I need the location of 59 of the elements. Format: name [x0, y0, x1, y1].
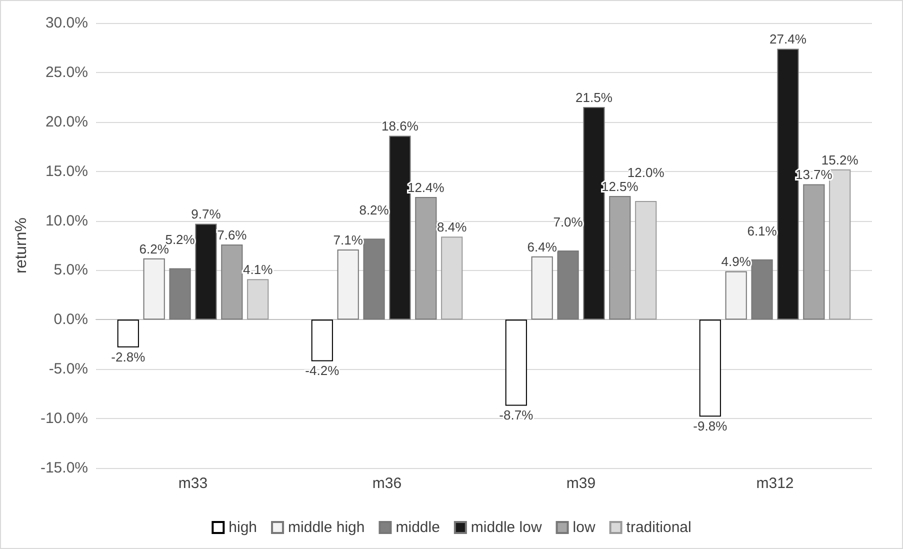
data-label: 8.2%	[359, 202, 390, 218]
bar	[117, 320, 139, 348]
bar	[725, 271, 747, 320]
data-label: 8.4%	[437, 220, 468, 235]
y-tick-label: 5.0%	[54, 262, 88, 279]
data-label: -9.8%	[693, 418, 728, 434]
data-label: 12.0%	[627, 165, 665, 180]
bar	[699, 320, 721, 417]
bar	[363, 238, 385, 320]
x-tick-label: m312	[756, 475, 794, 492]
y-tick-label: 0.0%	[54, 311, 88, 328]
bar	[803, 184, 825, 320]
data-label: 5.2%	[165, 232, 196, 248]
y-tick-label: 25.0%	[45, 64, 88, 81]
legend-label: middle high	[288, 519, 365, 536]
x-tick-label: m39	[566, 475, 596, 492]
y-axis-title: return%	[13, 217, 30, 274]
y-tick-label: 10.0%	[45, 212, 88, 230]
data-label: 4.1%	[243, 262, 274, 278]
bar	[415, 197, 437, 320]
data-label: 7.0%	[553, 214, 584, 230]
x-tick-label: m36	[372, 475, 402, 492]
bar	[505, 320, 527, 406]
y-tick-label: 20.0%	[45, 113, 88, 130]
data-label: 15.2%	[821, 152, 859, 168]
bar	[247, 279, 269, 320]
bar	[311, 320, 333, 362]
data-label: 6.1%	[747, 223, 778, 238]
bar	[195, 224, 217, 320]
y-tick-label: 30.0%	[45, 14, 88, 32]
bar	[169, 268, 191, 320]
y-tick-label: -10.0%	[40, 410, 88, 428]
data-label: 4.9%	[721, 254, 752, 270]
bar	[557, 250, 579, 320]
legend-label: low	[572, 519, 596, 536]
data-label: 21.5%	[576, 90, 613, 106]
y-tick-label: 15.0%	[45, 162, 88, 180]
data-label: 6.4%	[527, 239, 558, 254]
data-label: 7.1%	[333, 232, 364, 248]
data-label: 27.4%	[770, 32, 807, 47]
bar	[143, 258, 165, 320]
y-tick-label: -15.0%	[40, 460, 88, 476]
y-tick-label: -5.0%	[48, 360, 88, 378]
legend-label: middle low	[470, 519, 542, 536]
bar	[221, 244, 243, 320]
data-label: 9.7%	[191, 206, 222, 222]
data-label: -2.8%	[111, 349, 146, 364]
data-label: 7.6%	[217, 228, 248, 243]
data-label: -4.2%	[305, 363, 340, 378]
x-tick-label: m33	[178, 475, 208, 492]
legend-label: middle	[396, 519, 440, 536]
data-label: -8.7%	[499, 408, 534, 423]
data-label: 18.6%	[382, 118, 419, 134]
bar	[609, 196, 631, 320]
legend-label: traditional	[626, 519, 692, 536]
legend-label: high	[228, 519, 258, 536]
bar	[337, 249, 359, 320]
bar	[751, 259, 773, 320]
bar	[531, 256, 553, 320]
